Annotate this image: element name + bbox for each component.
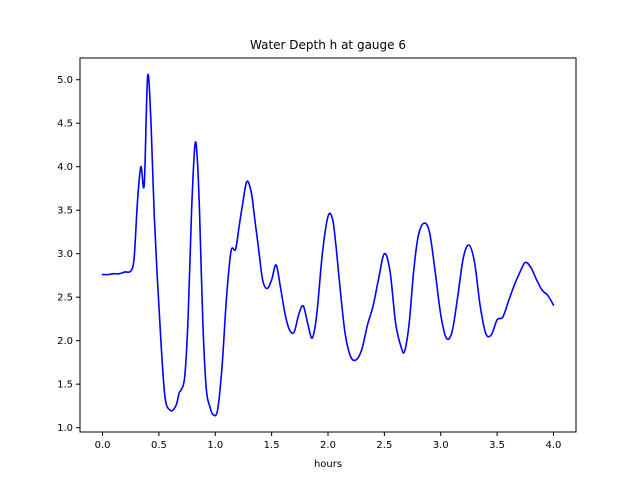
chart-title: Water Depth h at gauge 6	[250, 38, 406, 52]
x-tick-label: 2.0	[320, 440, 336, 451]
y-tick-label: 4.5	[57, 119, 73, 130]
y-tick-label: 1.0	[57, 423, 73, 434]
y-tick-label: 1.5	[57, 380, 73, 391]
x-tick-label: 2.5	[376, 440, 392, 451]
y-tick-label: 4.0	[57, 162, 73, 173]
plot-frame	[79, 57, 577, 433]
y-tick-label: 2.0	[57, 336, 73, 347]
x-axis-label: hours	[314, 459, 342, 470]
series-line-water-depth	[101, 73, 555, 417]
x-tick-label: 3.5	[489, 440, 505, 451]
y-tick-label: 3.5	[57, 206, 73, 217]
x-tick-label: 1.5	[264, 440, 280, 451]
y-tick-label: 3.0	[57, 249, 73, 260]
ticks-layer: 0.0 0.5 1.0 1.5 2.0 2.5 3.0 3.5 4.0 1.0 1.5 2.0 2.5 3…	[57, 75, 561, 451]
x-tick-label: 4.0	[546, 440, 562, 451]
x-tick-label: 0.5	[151, 440, 167, 451]
x-tick-label: 0.0	[95, 440, 111, 451]
y-tick-label: 2.5	[57, 293, 73, 304]
x-tick-label: 1.0	[207, 440, 223, 451]
y-tick-label: 5.0	[57, 75, 73, 86]
x-tick-label: 3.0	[433, 440, 449, 451]
